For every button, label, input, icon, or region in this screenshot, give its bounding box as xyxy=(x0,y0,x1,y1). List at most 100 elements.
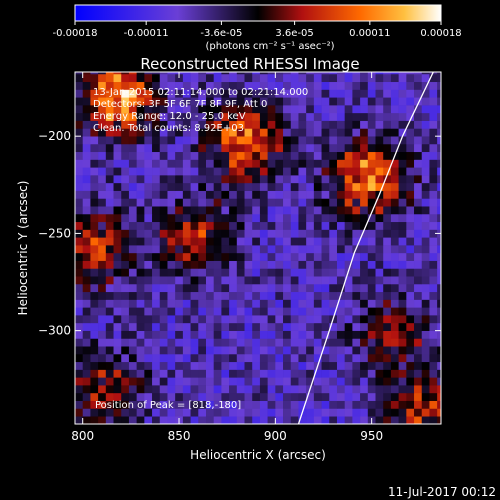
heatmap-cell xyxy=(98,252,107,261)
heatmap-cell xyxy=(360,175,369,184)
heatmap-cell xyxy=(437,330,441,339)
heatmap-cell xyxy=(75,97,84,106)
heatmap-cell xyxy=(198,322,207,331)
heatmap-cell xyxy=(329,392,338,401)
heatmap-cell xyxy=(383,143,392,153)
heatmap-cell xyxy=(321,260,330,269)
heatmap-cell xyxy=(229,245,238,254)
heatmap-cell xyxy=(283,353,292,363)
heatmap-cell xyxy=(406,120,415,129)
heatmap-cell xyxy=(313,206,322,215)
heatmap-cell xyxy=(128,175,137,184)
heatmap-cell xyxy=(329,307,338,316)
heatmap-cell xyxy=(298,377,307,386)
heatmap-cell xyxy=(329,416,338,424)
heatmap-cell xyxy=(236,136,245,145)
heatmap-cell xyxy=(229,385,238,394)
heatmap-cell xyxy=(252,400,261,409)
heatmap-cell xyxy=(159,167,168,176)
heatmap-cell xyxy=(236,112,245,121)
heatmap-cell xyxy=(390,338,399,347)
footer-date: 11-Jul-2017 00:12 xyxy=(388,485,496,499)
heatmap-cell xyxy=(229,112,238,121)
heatmap-cell xyxy=(105,392,114,401)
heatmap-cell xyxy=(229,369,238,378)
heatmap-cell xyxy=(390,167,399,176)
heatmap-cell xyxy=(329,276,338,285)
heatmap-cell xyxy=(329,338,338,347)
heatmap-cell xyxy=(98,299,107,308)
heatmap-cell xyxy=(98,213,107,223)
heatmap-cell xyxy=(252,260,261,269)
heatmap-cell xyxy=(105,353,114,363)
heatmap-cell xyxy=(352,81,361,90)
heatmap-cell xyxy=(244,346,253,355)
heatmap-cell xyxy=(313,213,322,223)
heatmap-cell xyxy=(229,330,238,339)
heatmap-cell xyxy=(252,143,261,153)
heatmap-cell xyxy=(236,190,245,199)
heatmap-cell xyxy=(198,369,207,378)
heatmap-cell xyxy=(152,260,161,269)
heatmap-cell xyxy=(98,283,107,293)
heatmap-cell xyxy=(90,338,99,347)
heatmap-cell xyxy=(190,89,199,98)
heatmap-cell xyxy=(198,112,207,121)
heatmap-cell xyxy=(336,299,345,308)
heatmap-cell xyxy=(82,229,91,238)
heatmap-cell xyxy=(406,72,415,75)
heatmap-cell xyxy=(406,392,415,401)
heatmap-cell xyxy=(283,112,292,121)
heatmap-cell xyxy=(136,159,145,168)
heatmap-cell xyxy=(229,143,238,153)
heatmap-cell xyxy=(321,72,330,75)
heatmap-cell xyxy=(306,89,315,98)
heatmap-cell xyxy=(82,159,91,168)
heatmap-cell xyxy=(105,252,114,261)
heatmap-cell xyxy=(167,315,176,324)
heatmap-cell xyxy=(90,245,99,254)
heatmap-cell xyxy=(167,392,176,401)
heatmap-cell xyxy=(352,105,361,114)
heatmap-cell xyxy=(360,315,369,324)
heatmap-cell xyxy=(398,81,407,90)
heatmap-cell xyxy=(275,353,284,363)
heatmap-cell xyxy=(329,299,338,308)
heatmap-cell xyxy=(213,128,222,137)
heatmap-cell xyxy=(336,369,345,378)
heatmap-cell xyxy=(213,416,222,424)
heatmap-cell xyxy=(329,377,338,386)
heatmap-cell xyxy=(344,276,353,285)
heatmap-cell xyxy=(190,229,199,238)
heatmap-cell xyxy=(414,143,423,153)
heatmap-cell xyxy=(136,128,145,137)
heatmap-cell xyxy=(259,315,268,324)
heatmap-cell xyxy=(198,408,207,417)
heatmap-cell xyxy=(190,338,199,347)
heatmap-cell xyxy=(236,330,245,339)
heatmap-cell xyxy=(375,143,384,153)
heatmap-cell xyxy=(375,245,384,254)
heatmap-cell xyxy=(213,73,222,83)
heatmap-cell xyxy=(306,229,315,238)
heatmap-cell xyxy=(398,299,407,308)
heatmap-cell xyxy=(275,237,284,246)
heatmap-cell xyxy=(144,315,153,324)
heatmap-cell xyxy=(383,252,392,261)
heatmap-cell xyxy=(383,151,392,160)
heatmap-cell xyxy=(390,112,399,121)
heatmap-cell xyxy=(313,330,322,339)
heatmap-cell xyxy=(336,361,345,370)
heatmap-cell xyxy=(414,89,423,98)
heatmap-cell xyxy=(437,167,441,176)
heatmap-cell xyxy=(414,416,423,424)
heatmap-cell xyxy=(252,182,261,191)
heatmap-cell xyxy=(98,353,107,363)
heatmap-cell xyxy=(144,120,153,129)
heatmap-cell xyxy=(252,105,261,114)
heatmap-cell xyxy=(429,369,438,378)
heatmap-cell xyxy=(306,151,315,160)
heatmap-cell xyxy=(175,330,184,339)
heatmap-cell xyxy=(390,392,399,401)
heatmap-cell xyxy=(105,291,114,300)
